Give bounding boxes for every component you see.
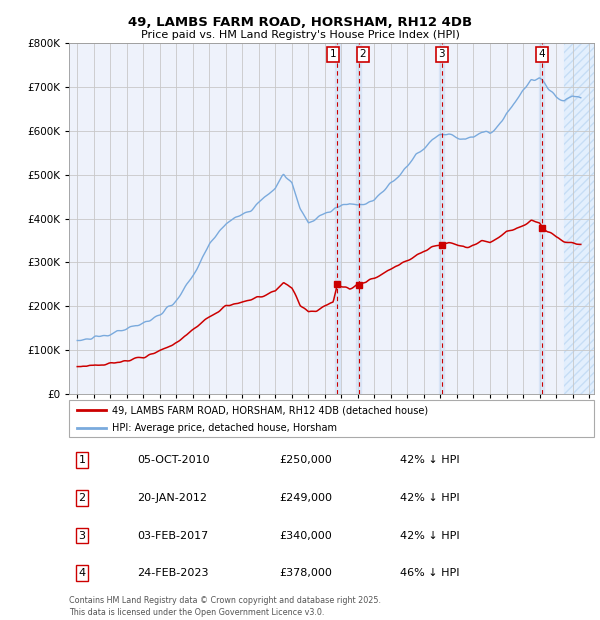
Text: 42% ↓ HPI: 42% ↓ HPI bbox=[400, 531, 460, 541]
Text: Price paid vs. HM Land Registry's House Price Index (HPI): Price paid vs. HM Land Registry's House … bbox=[140, 30, 460, 40]
Bar bbox=[439, 43, 445, 394]
Text: 24-FEB-2023: 24-FEB-2023 bbox=[137, 569, 209, 578]
Text: 3: 3 bbox=[439, 50, 445, 60]
Text: HPI: Average price, detached house, Horsham: HPI: Average price, detached house, Hors… bbox=[112, 423, 337, 433]
Bar bbox=[539, 43, 544, 394]
Bar bbox=[564, 43, 598, 394]
Text: 4: 4 bbox=[79, 569, 86, 578]
Text: £249,000: £249,000 bbox=[279, 493, 332, 503]
Text: £250,000: £250,000 bbox=[279, 455, 332, 465]
Text: 1: 1 bbox=[330, 50, 337, 60]
Text: 4: 4 bbox=[538, 50, 545, 60]
Text: 05-OCT-2010: 05-OCT-2010 bbox=[137, 455, 210, 465]
Text: 42% ↓ HPI: 42% ↓ HPI bbox=[400, 493, 460, 503]
Text: 03-FEB-2017: 03-FEB-2017 bbox=[137, 531, 209, 541]
Text: £378,000: £378,000 bbox=[279, 569, 332, 578]
Text: 3: 3 bbox=[79, 531, 86, 541]
Text: 46% ↓ HPI: 46% ↓ HPI bbox=[400, 569, 459, 578]
Text: 1: 1 bbox=[79, 455, 86, 465]
Text: 49, LAMBS FARM ROAD, HORSHAM, RH12 4DB (detached house): 49, LAMBS FARM ROAD, HORSHAM, RH12 4DB (… bbox=[112, 405, 428, 415]
Text: 2: 2 bbox=[79, 493, 86, 503]
Bar bbox=[564, 43, 598, 394]
Text: £340,000: £340,000 bbox=[279, 531, 332, 541]
Text: 20-JAN-2012: 20-JAN-2012 bbox=[137, 493, 207, 503]
Text: 42% ↓ HPI: 42% ↓ HPI bbox=[400, 455, 460, 465]
Bar bbox=[356, 43, 361, 394]
Text: 49, LAMBS FARM ROAD, HORSHAM, RH12 4DB: 49, LAMBS FARM ROAD, HORSHAM, RH12 4DB bbox=[128, 16, 472, 29]
Bar bbox=[335, 43, 340, 394]
Text: 2: 2 bbox=[359, 50, 366, 60]
Text: Contains HM Land Registry data © Crown copyright and database right 2025.
This d: Contains HM Land Registry data © Crown c… bbox=[69, 596, 381, 618]
